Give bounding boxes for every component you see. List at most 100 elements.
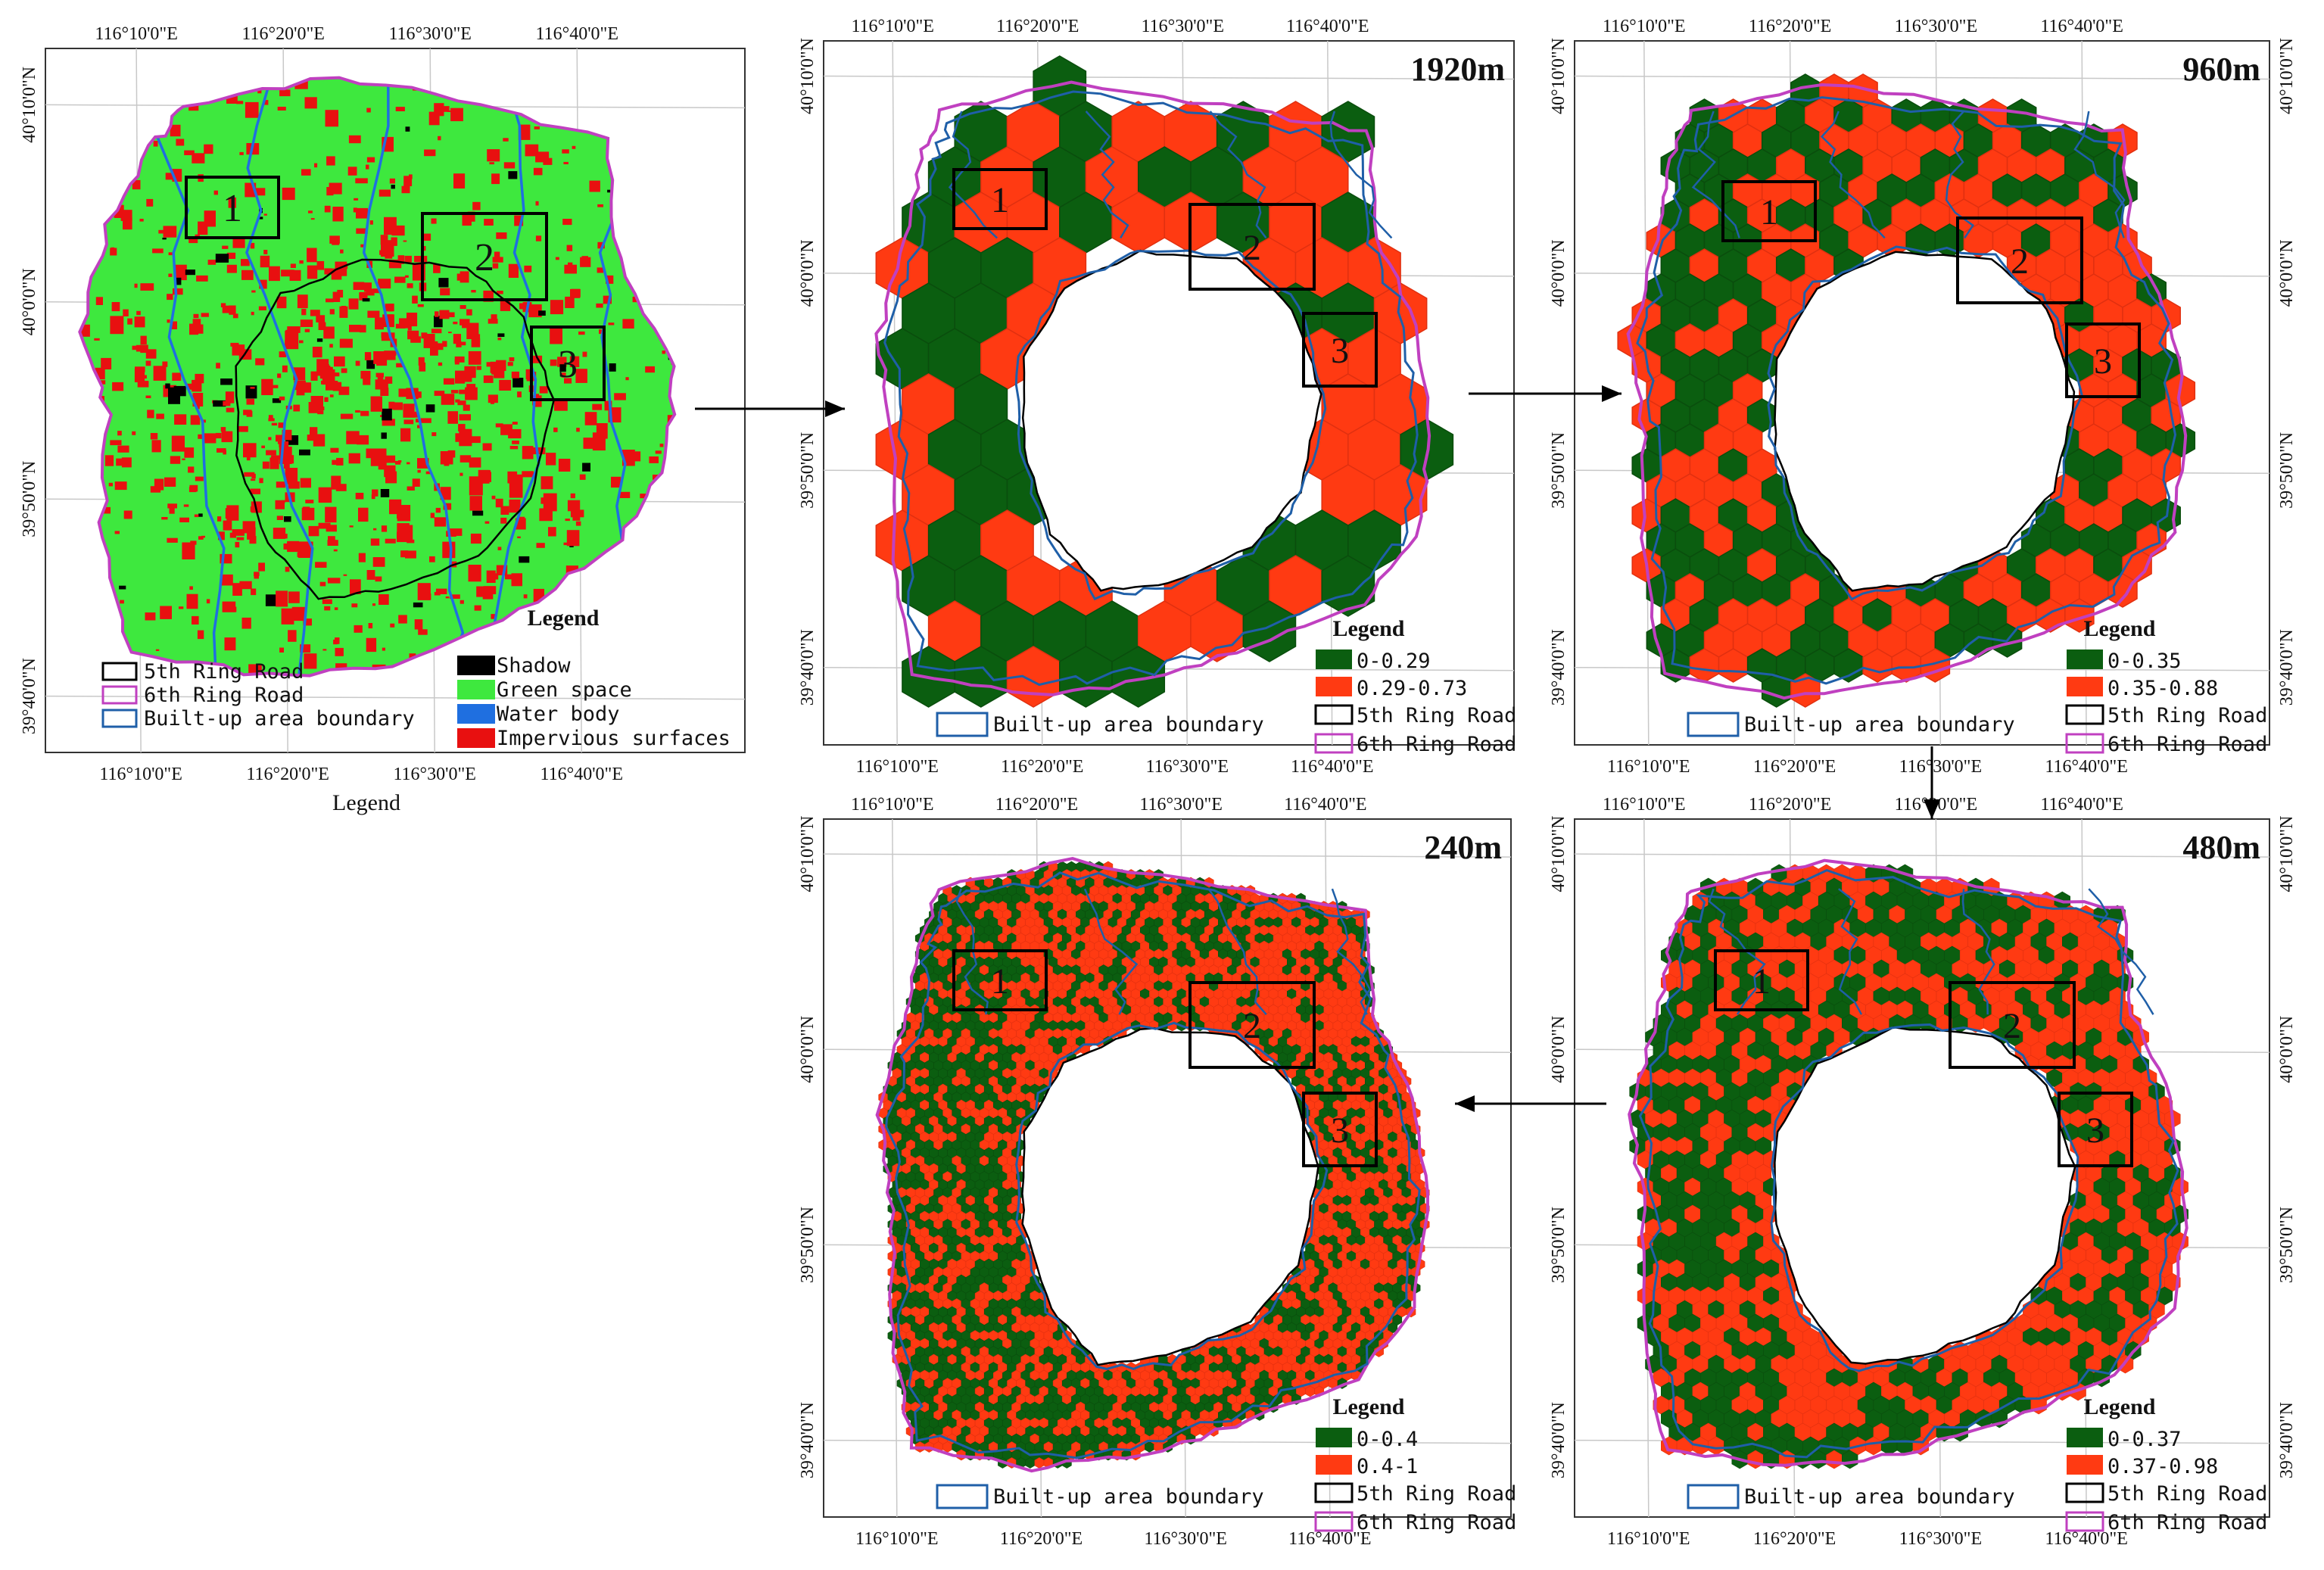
river-line: [1691, 111, 1740, 238]
legend-label: 6th Ring Road: [2107, 733, 2267, 756]
longitude-label: 116°30'0"E: [1139, 795, 1223, 815]
longitude-label: 116°30'0"E: [1144, 1529, 1227, 1549]
longitude-label: 116°40'0"E: [540, 765, 623, 784]
longitude-label: 116°30'0"E: [1145, 757, 1229, 777]
legend-title: Legend: [1332, 1394, 1404, 1419]
graticule-parallel: [823, 75, 1515, 80]
latitude-label: 40°0'0"N: [2277, 239, 2297, 307]
latitude-label: 39°50'0"N: [1549, 432, 1569, 509]
longitude-label: 116°40'0"E: [2045, 757, 2128, 777]
legend-swatch: [101, 662, 138, 681]
legend-label: Impervious surfaces: [497, 727, 731, 750]
resolution-title: 240m: [1424, 829, 1502, 866]
legend-swatch: [457, 728, 495, 748]
latitude-label: 40°10'0"N: [20, 67, 39, 143]
longitude-label: 116°10'0"E: [1607, 757, 1690, 777]
hexagon-grid: [878, 861, 1430, 1469]
built-up-area-boundary: [1636, 96, 2177, 685]
latitude-label: 39°40'0"N: [2277, 1402, 2297, 1478]
fifth-ring-road: [1021, 249, 1322, 592]
longitude-label: 116°20'0"E: [1749, 795, 1832, 815]
study-area-box-3: [530, 326, 606, 401]
legend-swatch: [2067, 1455, 2103, 1475]
study-area-number: 2: [1243, 1006, 1261, 1046]
hexagon-map-1920m: 116°10'0"E 116°10'0"E 116°20'0"E 116°20'0"E…: [798, 17, 1516, 777]
legend-label: Built-up area boundary: [144, 707, 415, 730]
legend-swatch: [1687, 712, 1740, 737]
legend-swatch: [457, 680, 495, 699]
longitude-label: 116°40'0"E: [1286, 17, 1369, 36]
legend-label: 6th Ring Road: [1357, 733, 1516, 756]
legend-label: Built-up area boundary: [1744, 1485, 2015, 1509]
latitude-label: 40°0'0"N: [1549, 239, 1569, 307]
longitude-label: 116°10'0"E: [95, 24, 178, 44]
latitude-label: 39°50'0"N: [2277, 1207, 2297, 1283]
legend-label: 0.35-0.88: [2107, 677, 2218, 700]
longitude-label: 116°20'0"E: [995, 795, 1079, 815]
resolution-title: 960m: [2182, 51, 2260, 88]
longitude-label: 116°10'0"E: [1607, 1529, 1690, 1549]
study-area-box-2: [421, 212, 548, 301]
latitude-label: 40°0'0"N: [20, 268, 39, 335]
latitude-label: 40°10'0"N: [1549, 38, 1569, 114]
legend-label: 5th Ring Road: [1357, 1482, 1516, 1506]
legend-label: 5th Ring Road: [2107, 704, 2267, 727]
longitude-label: 116°10'0"E: [851, 795, 934, 815]
legend-swatch: [2067, 1428, 2103, 1447]
longitude-label: 116°20'0"E: [1753, 1529, 1836, 1549]
graticule-parallel: [45, 695, 746, 700]
study-area-box-3: [2065, 322, 2141, 398]
legend-swatch: [936, 712, 989, 737]
study-area-number: 3: [558, 343, 578, 386]
study-area-number: 1: [991, 961, 1009, 1001]
legend-swatch: [2065, 704, 2104, 725]
legend-title: Legend: [2083, 616, 2155, 641]
legend-title: Legend: [1332, 616, 1404, 641]
latitude-label: 39°50'0"N: [20, 461, 39, 537]
legend-label: Shadow: [497, 654, 571, 678]
hexagon-cell: [1790, 673, 1821, 708]
latitude-label: 39°40'0"N: [798, 629, 818, 706]
longitude-label: 116°40'0"E: [1288, 1529, 1372, 1549]
resolution-title: 480m: [2182, 829, 2260, 866]
latitude-label: 39°50'0"N: [2277, 432, 2297, 509]
hexagon-map-960m: 116°10'0"E 116°10'0"E 116°20'0"E 116°20'0"E…: [1549, 17, 2297, 777]
river-line: [948, 111, 998, 239]
legend-swatch: [2065, 733, 2104, 754]
hexagon-cell: [1111, 646, 1166, 708]
graticule-meridian: [892, 40, 898, 746]
legend-swatch: [101, 685, 138, 705]
longitude-label: 116°40'0"E: [535, 24, 618, 44]
study-area-number: 1: [1752, 961, 1771, 1001]
study-area-box-1: [1721, 180, 1817, 242]
legend-label: Built-up area boundary: [993, 713, 1264, 737]
fifth-ring-road: [235, 258, 556, 600]
longitude-label: 116°30'0"E: [1899, 757, 1983, 777]
legend-swatch: [2067, 677, 2103, 696]
longitude-label: 116°20'0"E: [241, 24, 325, 44]
sixth-ring-road: [78, 76, 677, 678]
longitude-label: 116°30'0"E: [1141, 17, 1224, 36]
hexagon-map-240m: 116°10'0"E 116°10'0"E 116°20'0"E 116°20'0"E…: [798, 795, 1516, 1549]
legend-label: 5th Ring Road: [144, 660, 304, 684]
latitude-label: 40°10'0"N: [1549, 816, 1569, 892]
study-area-box-3: [1302, 312, 1378, 388]
legend-label: 0-0.35: [2107, 649, 2182, 673]
latitude-label: 40°10'0"N: [798, 816, 818, 892]
study-area-number: 3: [1331, 331, 1349, 371]
study-area-box-2: [1188, 203, 1316, 291]
legend-label: 5th Ring Road: [2107, 1482, 2267, 1506]
longitude-label: 116°10'0"E: [855, 757, 939, 777]
legend-label: Water body: [497, 702, 620, 726]
latitude-label: 40°10'0"N: [2277, 816, 2297, 892]
latitude-label: 39°40'0"N: [2277, 629, 2297, 706]
latitude-label: 40°10'0"N: [2277, 38, 2297, 114]
longitude-label: 116°20'0"E: [1001, 757, 1084, 777]
legend-label: Built-up area boundary: [993, 1485, 1264, 1509]
legend-swatch: [1316, 649, 1352, 669]
longitude-label: 116°20'0"E: [996, 17, 1079, 36]
longitude-label: 116°20'0"E: [1753, 757, 1836, 777]
longitude-label: 116°10'0"E: [855, 1529, 939, 1549]
longitude-label: 116°20'0"E: [1749, 17, 1832, 36]
